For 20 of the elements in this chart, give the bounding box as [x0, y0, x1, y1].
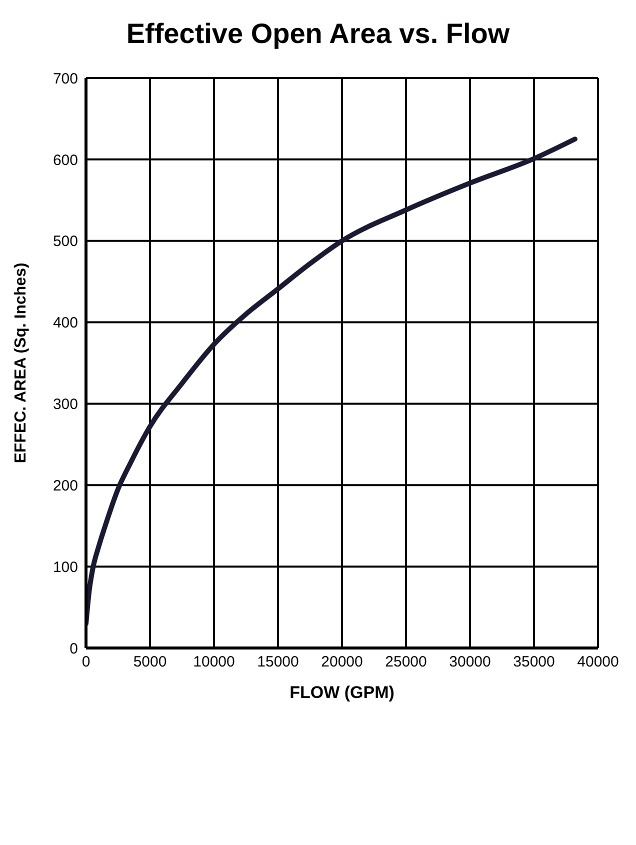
x-tick-label: 15000 [257, 654, 299, 671]
chart-title: Effective Open Area vs. Flow [125, 17, 511, 51]
x-tick-label: 25000 [385, 654, 427, 671]
x-tick-label: 5000 [133, 654, 167, 671]
y-axis-title: EFFEC. AREA (Sq. Inches) [12, 262, 30, 464]
x-tick-label: 20000 [321, 654, 363, 671]
x-axis-title: FLOW (GPM) [290, 683, 394, 702]
x-tick-label: 35000 [513, 654, 555, 671]
y-tick-label: 500 [52, 233, 78, 250]
y-tick-label: 400 [52, 314, 78, 332]
y-tick-label: 300 [52, 396, 78, 414]
x-tick-label: 0 [82, 654, 90, 671]
x-tick-label: 40000 [577, 654, 619, 671]
y-tick-label: 0 [70, 640, 78, 658]
y-tick-label: 700 [52, 70, 78, 88]
x-tick-label: 10000 [193, 654, 235, 671]
y-tick-label: 200 [52, 477, 78, 494]
y-tick-label: 100 [52, 558, 78, 576]
y-tick-label: 600 [52, 152, 78, 169]
x-tick-label: 30000 [449, 654, 491, 671]
